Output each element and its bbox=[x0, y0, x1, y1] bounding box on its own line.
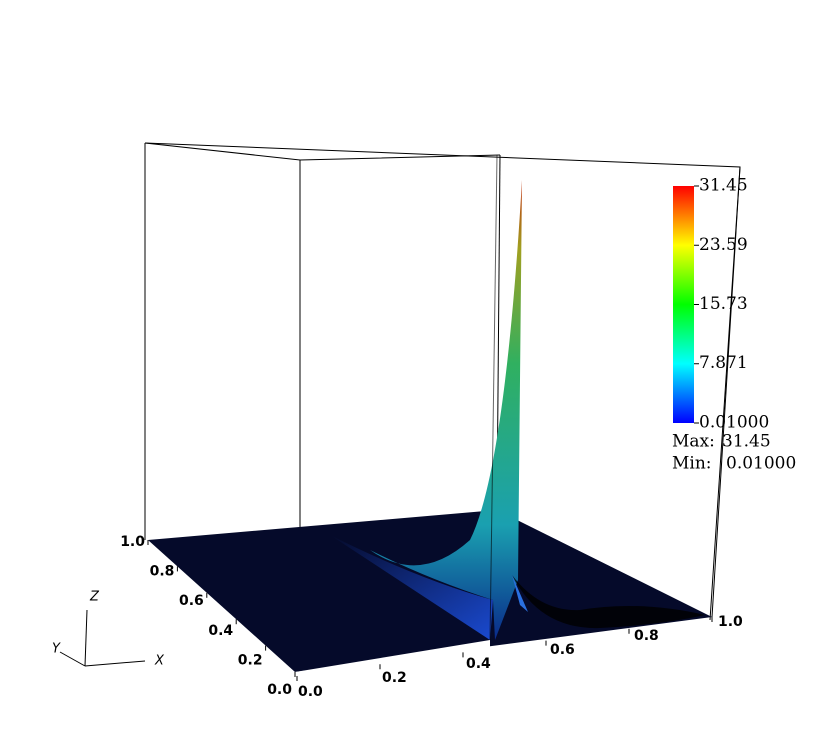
surface-sheet bbox=[370, 180, 522, 640]
y-tick-label: 0.8 bbox=[150, 564, 175, 580]
x-tick-label: 0.2 bbox=[382, 670, 407, 686]
y-tick-label: 1.0 bbox=[120, 534, 145, 550]
min-label: Min: bbox=[672, 454, 712, 474]
max-value: 31.45 bbox=[722, 432, 771, 452]
max-label: Max: bbox=[672, 432, 715, 452]
floor-edge bbox=[295, 640, 490, 680]
x-tick-label: 0.8 bbox=[634, 628, 659, 644]
colorbar-tick-label: 15.73 bbox=[699, 294, 748, 314]
x-tick-label: 0.0 bbox=[298, 684, 323, 700]
y-tick-label: 0.6 bbox=[179, 593, 204, 609]
axis-triad: X Y Z bbox=[52, 590, 165, 669]
surface-foot bbox=[512, 575, 528, 612]
min-value: 0.01000 bbox=[726, 454, 796, 474]
x-tick-label: 1.0 bbox=[718, 614, 743, 630]
y-tick-label: 0.0 bbox=[267, 682, 292, 698]
x-tick-label: 0.6 bbox=[550, 642, 575, 658]
y-tick-label: 0.4 bbox=[208, 623, 233, 639]
x-axis-name: X bbox=[154, 654, 165, 669]
x-tick-label: 0.4 bbox=[466, 656, 491, 672]
colorbar-ramp bbox=[673, 186, 694, 423]
surface-ridge bbox=[330, 535, 493, 640]
colorbar-tick-label: 23.59 bbox=[699, 235, 748, 255]
z-axis-name: Z bbox=[89, 590, 100, 605]
colorbar-tick-label: 7.871 bbox=[699, 353, 748, 373]
y-tick-label: 0.2 bbox=[238, 652, 263, 668]
colorbar-tick-label: 0.01000 bbox=[699, 413, 769, 433]
y-axis-name: Y bbox=[52, 642, 61, 657]
colorbar-tick-label: 31.45 bbox=[699, 176, 748, 196]
surface-trough bbox=[512, 575, 705, 629]
